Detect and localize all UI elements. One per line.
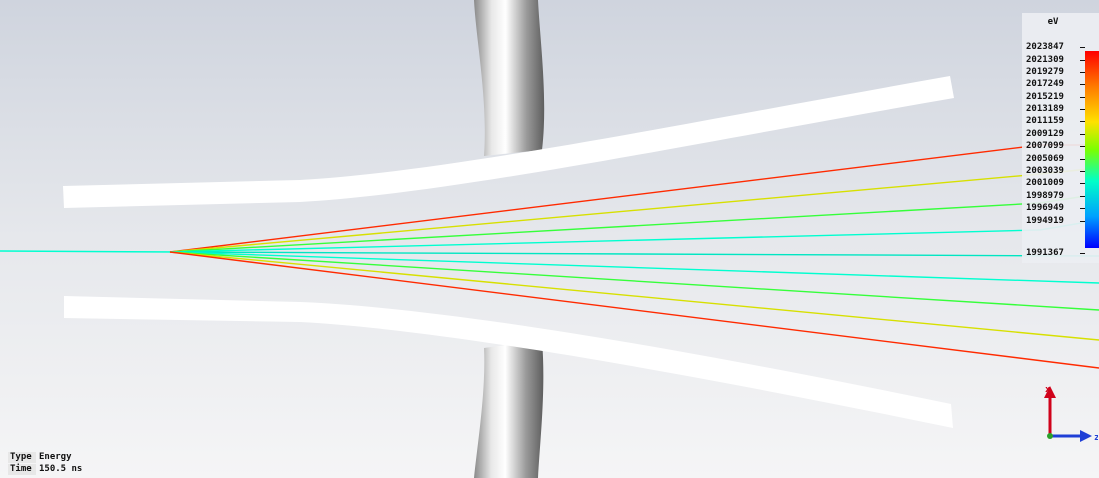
- info-type-row: Type Energy: [8, 452, 75, 463]
- z-axis-arrowhead-icon: [1080, 430, 1092, 442]
- trajectory-line: [169, 229, 1041, 253]
- legend-tick: [1080, 47, 1085, 48]
- legend-value: 1996949: [1026, 203, 1064, 213]
- legend-tick: [1080, 84, 1085, 85]
- legend-value: 2011159: [1026, 116, 1064, 126]
- axes-triad: x z: [1044, 385, 1098, 443]
- legend-value: 2019279: [1026, 67, 1064, 77]
- legend-value: 2007099: [1026, 141, 1064, 151]
- x-axis-arrowhead-icon: [1044, 386, 1056, 398]
- legend-value: 2013189: [1026, 104, 1064, 114]
- legend-value: 2001009: [1026, 178, 1064, 188]
- lower-electrode: [64, 296, 953, 428]
- legend-tick: [1080, 159, 1085, 160]
- legend-tick: [1080, 146, 1085, 147]
- legend-tick: [1080, 196, 1085, 197]
- legend-tick: [1080, 253, 1085, 254]
- legend-tick: [1080, 134, 1085, 135]
- trajectory-line: [169, 173, 1041, 253]
- legend-tick: [1080, 208, 1085, 209]
- legend-value: 2005069: [1026, 154, 1064, 164]
- trajectory-line: [169, 251, 1099, 284]
- legend-unit-label: eV: [1047, 17, 1059, 27]
- info-type-label: Type: [8, 452, 36, 463]
- legend-tick: [1080, 60, 1085, 61]
- trajectory-line: [169, 251, 1099, 257]
- trajectory-line: [169, 251, 1099, 341]
- legend-color-bar: [1085, 51, 1099, 248]
- trajectory-line: [169, 144, 1041, 253]
- trajectory-line: [169, 251, 1099, 311]
- legend-tick: [1080, 72, 1085, 73]
- cylinder-top: [474, 0, 545, 156]
- legend-value: 2021309: [1026, 55, 1064, 65]
- particle-trajectories: [0, 144, 1099, 369]
- trajectory-line: [169, 202, 1041, 253]
- legend-tick: [1080, 221, 1085, 222]
- legend-tick: [1080, 121, 1085, 122]
- legend-value: 1994919: [1026, 216, 1064, 226]
- upper-electrode: [63, 76, 954, 208]
- info-time-row: Time 150.5 ns: [8, 464, 85, 475]
- beam-trajectory: [0, 250, 181, 253]
- legend-tick: [1080, 97, 1085, 98]
- info-time-value: 150.5 ns: [39, 464, 83, 474]
- info-time-label: Time: [8, 464, 36, 475]
- legend-value: 2015219: [1026, 92, 1064, 102]
- cylinder-bottom: [474, 340, 544, 478]
- trajectory-line: [169, 251, 1099, 369]
- legend-tick: [1080, 171, 1085, 172]
- energy-legend: eV 2023847 2021309 2019279 2017249 2015219 20…: [1022, 13, 1099, 263]
- legend-value: 2003039: [1026, 166, 1064, 176]
- legend-value: 1991367: [1026, 248, 1064, 258]
- legend-value: 1998979: [1026, 191, 1064, 201]
- legend-value: 2009129: [1026, 129, 1064, 139]
- info-type-value: Energy: [39, 452, 72, 462]
- legend-tick: [1080, 183, 1085, 184]
- axes-origin: [1047, 433, 1053, 439]
- legend-value: 2023847: [1026, 42, 1064, 52]
- legend-tick: [1080, 109, 1085, 110]
- x-axis-label: x: [1045, 385, 1051, 395]
- legend-value: 2017249: [1026, 79, 1064, 89]
- z-axis-label: z: [1094, 433, 1098, 443]
